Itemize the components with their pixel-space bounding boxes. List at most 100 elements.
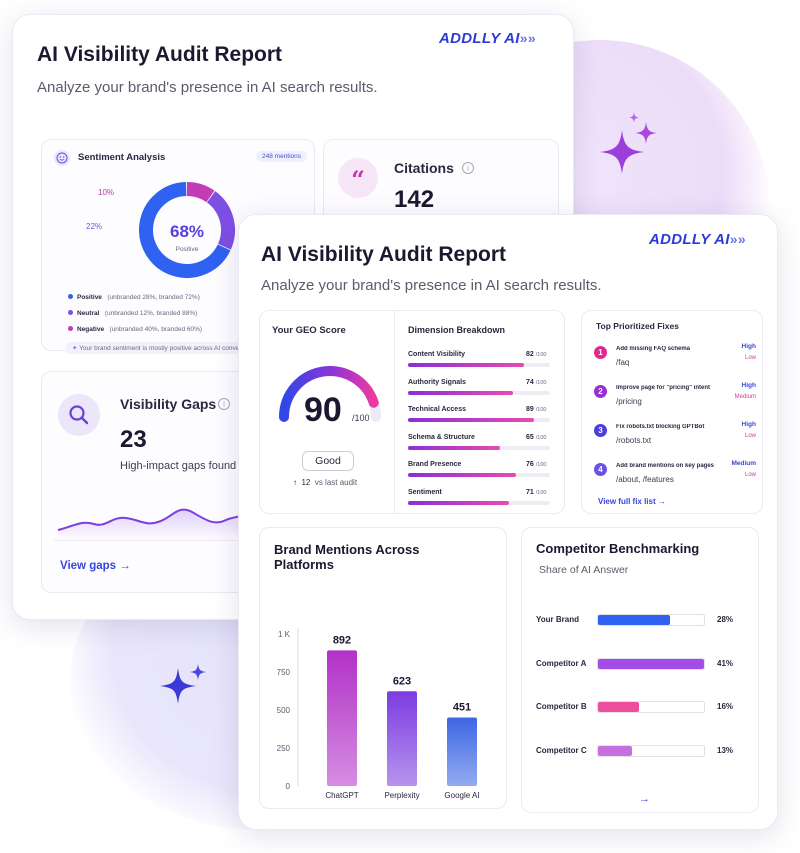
- report-subtitle: Analyze your brand's presence in AI sear…: [37, 79, 378, 96]
- front-report-card: AI Visibility Audit Report Analyze your …: [238, 214, 778, 830]
- fix-title: Add brand mentions on key pages: [616, 463, 715, 469]
- mentions-badge: 248 mentions: [256, 151, 308, 162]
- dimension-label: Technical Access: [408, 406, 466, 413]
- y-tick-label: 1 K: [278, 630, 291, 639]
- mentions-chart-panel: Brand Mentions Across Platforms 0 250 500 7…: [259, 527, 507, 809]
- geo-score-value: 90: [304, 391, 342, 429]
- geo-score-max: /100: [352, 413, 370, 423]
- geo-delta: ↑ 12 vs last audit: [293, 478, 358, 487]
- competitor-bar-fill: [598, 702, 640, 712]
- fix-effort: Medium: [734, 394, 756, 400]
- dimension-bar-track: [408, 473, 550, 477]
- smiley-icon: [54, 150, 70, 166]
- y-tick-label: 250: [277, 744, 291, 753]
- dimension-value: 76 /100: [526, 461, 547, 468]
- gaps-trend-sparkline: [57, 501, 277, 540]
- gauge-fill-arc: [279, 366, 379, 422]
- fix-item[interactable]: 2 Improve page for "pricing" intent/prici…: [592, 382, 756, 416]
- sparkle-icon: [160, 664, 206, 704]
- fixes-panel: Top Prioritized Fixes 1 Add missing FAQ s…: [581, 310, 763, 514]
- dimension-value: 82 /100: [526, 351, 547, 358]
- bar-chatgpt: [327, 650, 357, 786]
- dimension-bar-track: [408, 390, 550, 395]
- dimension-value: 74 /100: [526, 378, 547, 386]
- geo-score-gauge: [279, 366, 381, 422]
- fix-effort: Low: [744, 472, 756, 478]
- competitor-value: 13%: [717, 745, 734, 755]
- legend-item: Negative (unbranded 40%, branded 60%): [68, 326, 202, 333]
- legend-item: Positive (unbranded 28%, branded 72%): [68, 294, 200, 301]
- competitor-bar-fill: [598, 745, 632, 756]
- competitor-bar-track: [597, 657, 705, 670]
- report-title: AI Visibility Audit Report: [261, 243, 507, 266]
- brand-mentions-bar-chart: 0 250 500 750 1 K 892 ChatGPT 623 Perplexity 451 G…: [277, 628, 480, 800]
- fix-effort: Low: [744, 355, 756, 361]
- gaps-value: 23: [120, 426, 147, 453]
- dimension-value: 65 /100: [526, 433, 547, 441]
- info-icon: i: [218, 398, 230, 410]
- report-title: AI Visibility Audit Report: [37, 43, 283, 66]
- chevrons-icon: »»: [729, 231, 746, 247]
- arrow-up-icon: ↑: [293, 478, 297, 487]
- y-tick-label: 500: [277, 706, 291, 715]
- dimension-value: 71 /100: [526, 488, 547, 496]
- fix-path: /pricing: [616, 397, 642, 406]
- fix-number-badge: 1: [594, 346, 607, 359]
- fix-impact: High: [741, 343, 756, 350]
- competitor-value: 28%: [717, 615, 734, 624]
- view-gaps-link[interactable]: View gaps →: [60, 560, 131, 572]
- geo-score-panel: Your GEO Score 90 /100 Good ↑ 12 vs last…: [259, 310, 565, 514]
- competitor-bar-track: [597, 701, 705, 713]
- sparkle-icon: [600, 112, 657, 174]
- addlly-logo: ADDLLY AI»»: [649, 231, 746, 248]
- bar-value-label: 451: [453, 701, 471, 713]
- competitor-bar-fill: [598, 615, 671, 625]
- bar-perplexity: [387, 691, 417, 786]
- competitor-panel: [521, 527, 759, 813]
- divider: [54, 540, 268, 541]
- fix-effort: Low: [744, 433, 756, 439]
- competitor-more-arrow-icon[interactable]: →: [639, 793, 650, 805]
- fix-item[interactable]: 4 Add brand mentions on key pages/about, …: [592, 460, 756, 494]
- fix-number-badge: 2: [594, 385, 607, 398]
- dimension-bar-track: [408, 445, 550, 450]
- competitor-bar-track: [597, 744, 705, 757]
- competitor-name: Competitor B: [536, 702, 587, 711]
- donut-segment-positive: [139, 182, 231, 278]
- addlly-logo: ADDLLY AI»»: [439, 30, 536, 47]
- fix-path: /robots.txt: [616, 436, 652, 445]
- chevrons-icon: »»: [519, 30, 536, 46]
- competitor-subtitle: Share of AI Answer: [539, 564, 629, 576]
- arrow-right-icon: →: [657, 497, 666, 506]
- geo-rating-badge: Good: [302, 451, 354, 471]
- view-fix-list-link[interactable]: View full fix list →: [598, 497, 666, 506]
- fix-impact: Medium: [731, 460, 756, 467]
- neutral-percent-label: 10%: [98, 188, 115, 197]
- gaps-title: Visibility Gaps: [120, 396, 217, 412]
- sentiment-donut-chart: [139, 182, 235, 278]
- competitor-bar-track: [597, 614, 705, 626]
- search-icon: [58, 394, 100, 436]
- bar-value-label: 892: [333, 634, 351, 646]
- fix-path: /faq: [616, 358, 630, 367]
- fix-impact: High: [741, 421, 756, 428]
- x-category-label: ChatGPT: [325, 791, 358, 800]
- quote-icon: “: [338, 158, 378, 198]
- info-icon: ✦: [72, 345, 78, 352]
- fix-title: Fix robots.txt blocking GPTBot: [616, 424, 705, 430]
- dimension-bar-track: [408, 500, 550, 505]
- dimension-bar-fill: [408, 390, 514, 395]
- geo-title: Your GEO Score: [272, 325, 346, 336]
- fixes-title: Top Prioritized Fixes: [596, 321, 679, 331]
- competitor-name: Competitor C: [536, 745, 587, 755]
- competitor-title: Competitor Benchmarking: [536, 541, 700, 556]
- fix-item[interactable]: 1 Add missing FAQ schema/faq High Low: [592, 343, 756, 377]
- bar-google-ai: [447, 717, 477, 786]
- fix-title: Add missing FAQ schema: [616, 346, 691, 352]
- fix-item[interactable]: 3 Fix robots.txt blocking GPTBot/robots.t…: [592, 421, 756, 455]
- citations-value: 142: [394, 186, 435, 213]
- info-icon: i: [462, 162, 474, 174]
- citations-title: Citations: [394, 160, 454, 176]
- chart-title: Brand Mentions Across Platforms: [274, 542, 420, 572]
- dimension-label: Authority Signals: [408, 378, 466, 386]
